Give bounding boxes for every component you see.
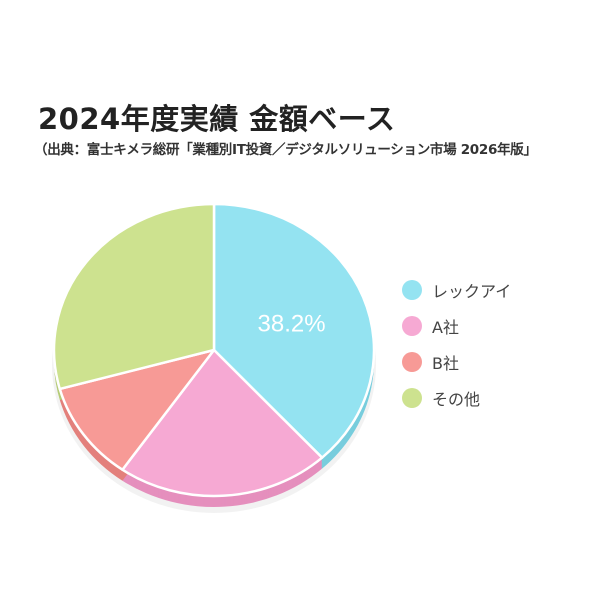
- chart-title: 2024年度実績 金額ベース: [38, 102, 396, 136]
- data-label: 38.2%: [258, 310, 326, 337]
- legend-swatch: [402, 316, 422, 336]
- legend-item-rekkuai: レックアイ: [402, 272, 511, 308]
- pie-slice-1: [121, 348, 324, 498]
- pie-slice-0: [212, 202, 376, 459]
- legend-item-b: B社: [402, 344, 511, 380]
- legend-item-other: その他: [402, 380, 511, 416]
- legend-swatch: [402, 280, 422, 300]
- legend-label: A社: [432, 318, 459, 337]
- legend-swatch: [402, 352, 422, 372]
- pie-slice-3: [52, 202, 216, 391]
- legend-label: B社: [432, 354, 459, 373]
- legend-label: その他: [432, 390, 481, 409]
- legend-item-a: A社: [402, 308, 511, 344]
- chart-source: （出典：富士キメラ総研「業種別IT投資／デジタルソリューション市場 2026年版…: [34, 142, 537, 158]
- legend: レックアイ A社 B社 その他: [402, 272, 511, 416]
- legend-swatch: [402, 388, 422, 408]
- legend-label: レックアイ: [432, 282, 512, 301]
